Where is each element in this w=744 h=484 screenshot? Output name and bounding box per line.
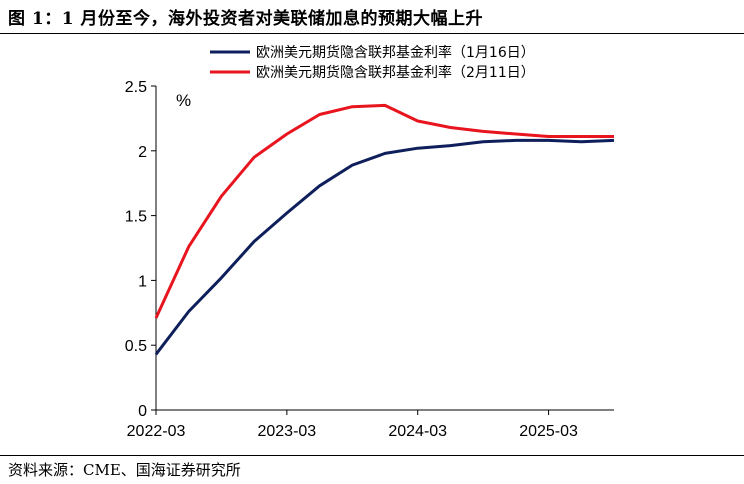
x-tick-label: 2025-03: [519, 423, 578, 440]
bottom-rule: [0, 455, 744, 456]
x-tick-label: 2024-03: [388, 423, 447, 440]
legend-label-2: 欧洲美元期货隐含联邦基金利率（2月11日）: [256, 64, 535, 81]
source-note: 资料来源：CME、国海证券研究所: [8, 461, 241, 479]
y-unit-label: %: [176, 91, 191, 110]
y-tick-label: 0.5: [125, 338, 147, 355]
chart-legend: 欧洲美元期货隐含联邦基金利率（1月16日） 欧洲美元期货隐含联邦基金利率（2月11…: [210, 44, 535, 81]
x-tick-label: 2023-03: [257, 423, 316, 440]
chart-series: [154, 103, 615, 356]
x-tick-label: 2022-03: [127, 423, 186, 440]
y-tick-label: 2: [138, 144, 147, 161]
top-rule: [0, 33, 744, 34]
y-tick-label: 2.5: [125, 79, 147, 96]
y-tick-label: 1: [138, 273, 147, 290]
figure-title: 图 1：1 月份至今，海外投资者对美联储加息的预期大幅上升: [8, 9, 483, 29]
series-line-1: [154, 138, 615, 356]
chart-axes: 0 0.5 1 1.5 2 2.5 2022-03 2023-03 2024-03 2025-03: [125, 79, 614, 440]
y-tick-label: 0: [138, 403, 147, 420]
y-tick-label: 1.5: [125, 209, 147, 226]
series-line-2: [154, 103, 614, 319]
legend-label-1: 欧洲美元期货隐含联邦基金利率（1月16日）: [256, 44, 535, 61]
